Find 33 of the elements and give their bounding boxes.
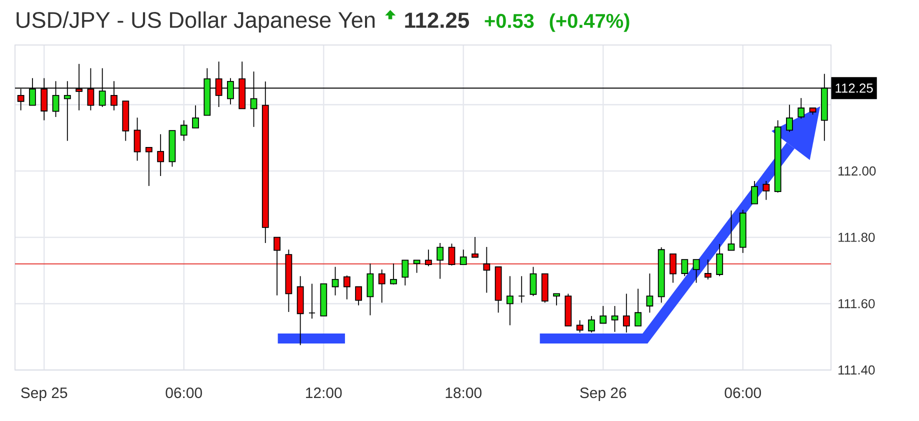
candlestick: [483, 246, 490, 294]
x-tick-label: 06:00: [166, 388, 202, 398]
y-tick-label: 111.60: [838, 299, 875, 308]
candlestick: [762, 180, 770, 200]
candlestick: [576, 320, 584, 333]
candlestick: [285, 249, 292, 312]
chart-title: USD/JPY - US Dollar Japanese Yen: [16, 11, 375, 32]
candlestick: [506, 276, 514, 326]
ref-line-label: 112.25: [836, 84, 873, 93]
y-tick-label: 111.80: [838, 232, 875, 242]
candlestick: [518, 276, 526, 304]
x-tick-label: 18:00: [446, 388, 482, 398]
x-tick-label: 06:00: [724, 388, 761, 398]
y-tick-label: 112.00: [838, 166, 876, 176]
candlestick: [436, 242, 444, 280]
x-tick-label: 12:00: [306, 388, 342, 398]
candlestick: [704, 259, 712, 280]
x-tick-label: Sep 25: [21, 388, 68, 402]
text: (+0.47%): [550, 13, 630, 32]
y-tick-label: 111.40: [838, 365, 875, 375]
candlestick: [296, 276, 304, 346]
candlestick: [622, 293, 630, 333]
text: 112.25: [405, 12, 469, 28]
candlestick: [157, 134, 164, 176]
candlestick: [611, 306, 618, 332]
candlestick: [366, 263, 374, 316]
candlestick: [390, 263, 397, 284]
candlestick: [180, 120, 188, 142]
candlestick: [378, 269, 386, 304]
candlestick: [786, 104, 793, 132]
candlestick: [308, 283, 316, 320]
text: +0.53: [484, 14, 534, 28]
x-tick-label: Sep 26: [580, 388, 626, 402]
